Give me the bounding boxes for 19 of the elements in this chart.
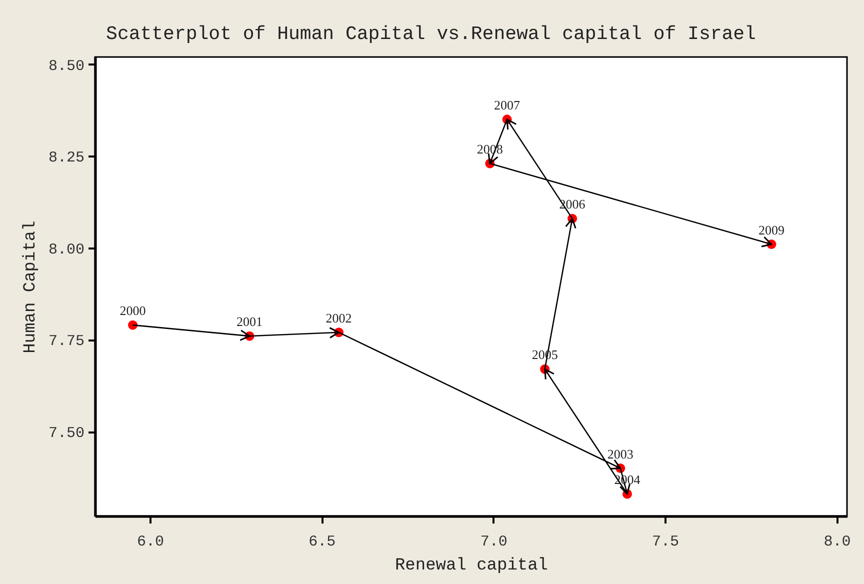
y-tick-label: 8.50 xyxy=(48,58,84,75)
annotation: 2003 xyxy=(607,446,634,462)
chart-title: Scatterplot of Human Capital vs.Renewal capital of Israel xyxy=(106,23,756,45)
y-tick-label: 7.75 xyxy=(48,333,84,350)
y-tick-label: 8.25 xyxy=(48,150,84,167)
x-tick-label: 7.5 xyxy=(652,534,680,550)
y-tick-label: 7.50 xyxy=(48,425,84,442)
x-axis-title: Renewal capital xyxy=(394,556,548,576)
x-tick-label: 6.0 xyxy=(136,534,164,550)
annotation: 2002 xyxy=(326,310,352,326)
annotation: 2009 xyxy=(758,222,784,238)
annotation: 2001 xyxy=(236,314,263,330)
x-tick-label: 7.0 xyxy=(480,534,508,550)
y-tick-label: 8.00 xyxy=(48,241,84,258)
x-tick-label: 6.5 xyxy=(308,534,336,550)
x-tick-label: 8.0 xyxy=(824,534,851,550)
annotation: 2000 xyxy=(120,303,146,318)
y-axis-title: Human Capital xyxy=(21,220,40,354)
annotation: 2007 xyxy=(494,97,521,112)
